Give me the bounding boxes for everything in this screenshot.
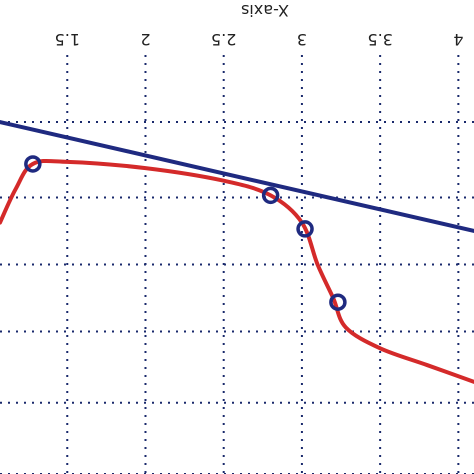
data-marker-0 [24,155,42,173]
x-axis-title: X-axis [241,1,289,20]
x-tick-label-5: 4 [453,30,463,49]
markers [24,155,347,311]
x-tick-label-0: 1.5 [55,30,80,49]
series-line-0 [0,120,474,233]
x-tick-label-4: 3.5 [367,30,392,49]
x-tick-label-3: 3 [297,30,307,49]
data-marker-2 [296,220,314,238]
x-tick-label-2: 2.5 [211,30,236,49]
series-layer [0,120,474,384]
tick-labels: 1.5 2 2.5 3 3.5 4 [55,30,464,49]
grid [0,55,474,474]
series-line-1 [0,158,474,384]
data-marker-3 [329,293,347,311]
data-marker-1 [261,186,280,205]
x-tick-label-1: 2 [140,30,150,49]
